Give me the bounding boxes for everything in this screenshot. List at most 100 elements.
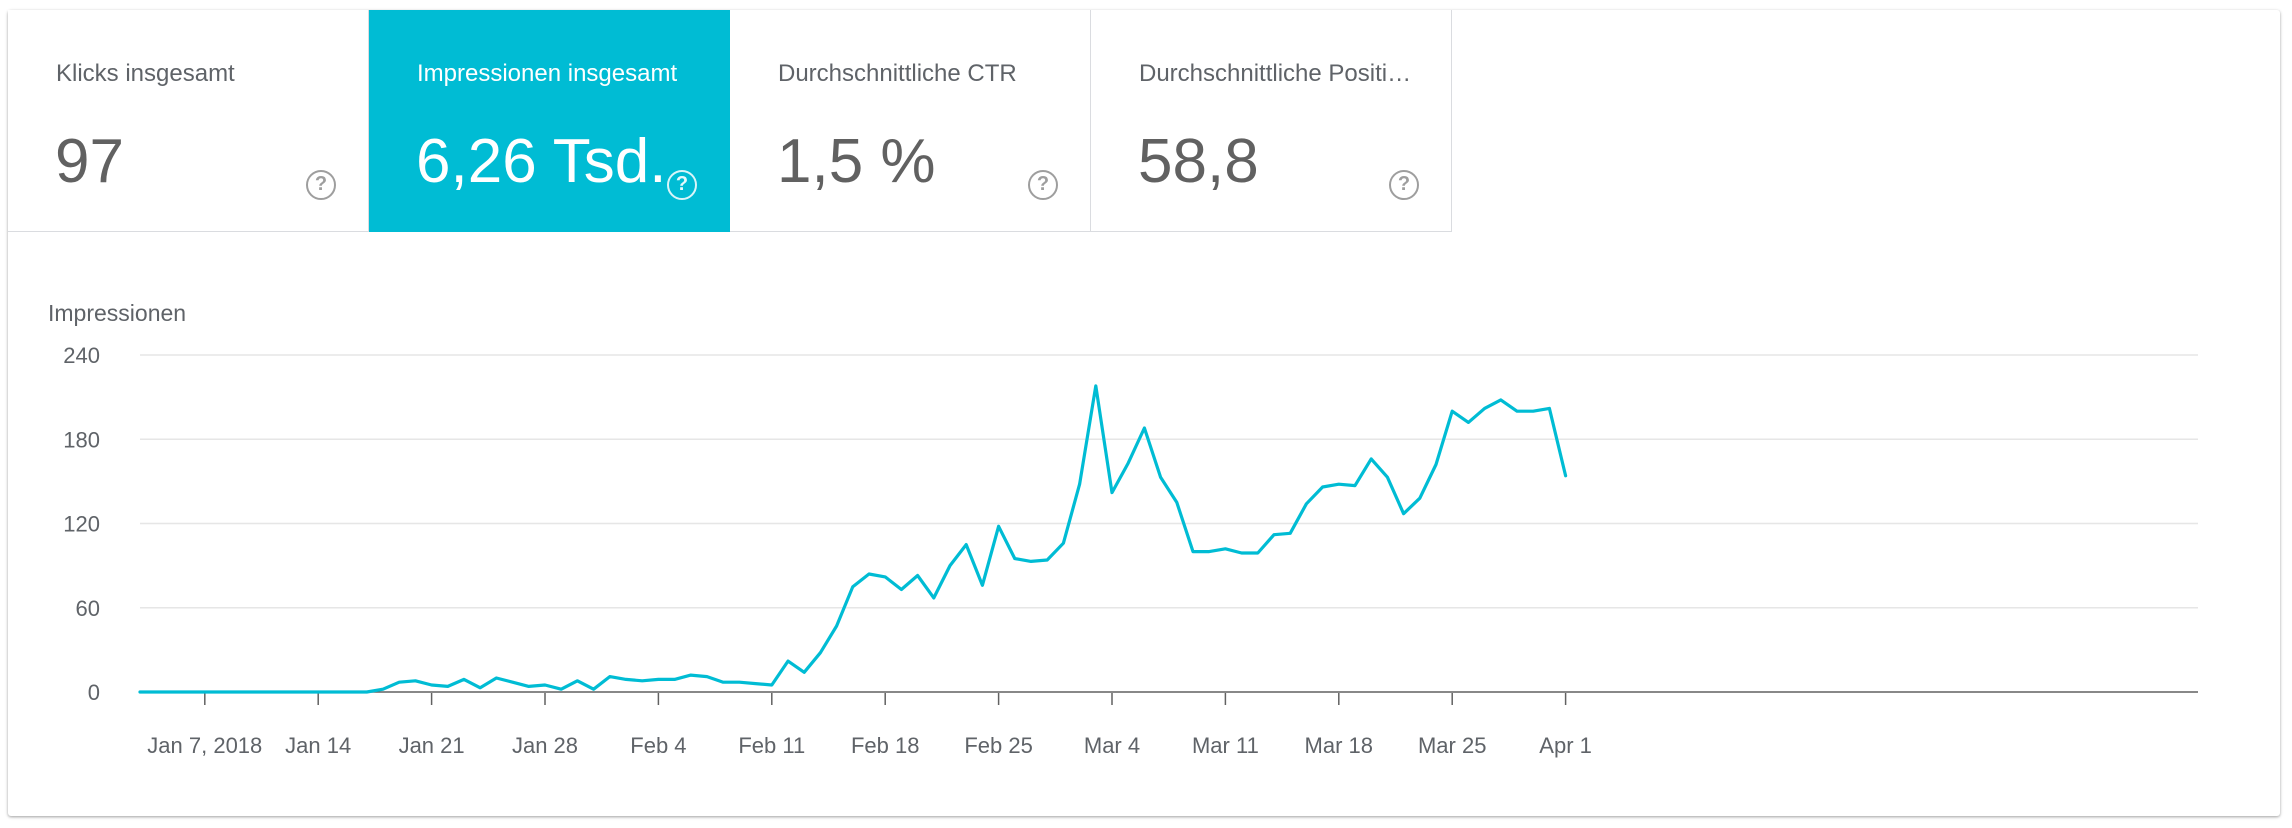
data-point[interactable] [1252,547,1264,559]
data-point[interactable] [1365,453,1377,465]
data-point[interactable] [539,679,551,691]
data-point[interactable] [1430,459,1442,471]
data-point[interactable] [1025,555,1037,567]
data-point[interactable] [1122,457,1134,469]
data-point[interactable] [166,686,178,698]
data-point[interactable] [960,539,972,551]
data-point[interactable] [474,682,486,694]
data-point[interactable] [1171,496,1183,508]
data-point[interactable] [571,675,583,687]
data-point[interactable] [409,675,421,687]
data-point[interactable] [1057,537,1069,549]
help-icon[interactable]: ? [306,170,336,200]
data-point[interactable] [1479,402,1491,414]
data-point[interactable] [1317,481,1329,493]
data-point[interactable] [1495,394,1507,406]
data-point[interactable] [879,571,891,583]
data-point[interactable] [1090,380,1102,392]
data-point[interactable] [1527,405,1539,417]
data-point[interactable] [636,675,648,687]
data-point[interactable] [944,560,956,572]
data-point[interactable] [750,678,762,690]
data-point[interactable] [507,676,519,688]
data-point[interactable] [1398,508,1410,520]
data-point[interactable] [1446,405,1458,417]
data-point[interactable] [1187,546,1199,558]
data-point[interactable] [863,568,875,580]
data-point[interactable] [523,680,535,692]
data-point[interactable] [280,686,292,698]
data-point[interactable] [555,683,567,695]
data-point[interactable] [847,581,859,593]
data-point[interactable] [766,679,778,691]
data-point[interactable] [685,669,697,681]
data-point[interactable] [312,686,324,698]
data-point[interactable] [231,686,243,698]
data-point[interactable] [442,680,454,692]
data-point[interactable] [1511,405,1523,417]
data-point[interactable] [1381,471,1393,483]
data-point[interactable] [814,647,826,659]
data-point[interactable] [993,520,1005,532]
metric-tile-impressions[interactable]: Impressionen insgesamt 6,26 Tsd. ? [369,10,730,232]
data-point[interactable] [134,686,146,698]
data-point[interactable] [620,673,632,685]
data-point[interactable] [976,579,988,591]
data-point[interactable] [1155,471,1167,483]
data-point[interactable] [345,686,357,698]
data-point[interactable] [831,620,843,632]
data-point[interactable] [1333,478,1345,490]
data-point[interactable] [1074,478,1086,490]
data-point[interactable] [782,655,794,667]
data-point[interactable] [199,686,211,698]
data-point[interactable] [1106,487,1118,499]
data-point[interactable] [426,679,438,691]
metric-tile-clicks[interactable]: Klicks insgesamt 97 ? [8,10,369,232]
data-point[interactable] [912,570,924,582]
data-point[interactable] [458,673,470,685]
data-point[interactable] [490,672,502,684]
data-point[interactable] [701,671,713,683]
x-tick-label: Feb 25 [964,733,1033,758]
data-point[interactable] [296,686,308,698]
data-point[interactable] [215,686,227,698]
data-point[interactable] [1009,553,1021,565]
data-point[interactable] [1268,529,1280,541]
data-point[interactable] [1560,470,1572,482]
data-point[interactable] [928,592,940,604]
data-point[interactable] [1462,416,1474,428]
data-point[interactable] [1300,498,1312,510]
data-point[interactable] [669,673,681,685]
x-tick-label: Jan 7, 2018 [147,733,262,758]
data-point[interactable] [1284,527,1296,539]
data-point[interactable] [1349,480,1361,492]
data-point[interactable] [393,676,405,688]
help-icon[interactable]: ? [1028,170,1058,200]
data-point[interactable] [1236,547,1248,559]
data-point[interactable] [1219,543,1231,555]
data-point[interactable] [1414,492,1426,504]
data-point[interactable] [1543,402,1555,414]
data-point[interactable] [328,686,340,698]
data-point[interactable] [377,683,389,695]
data-point[interactable] [150,686,162,698]
data-point[interactable] [717,676,729,688]
help-icon[interactable]: ? [667,170,697,200]
data-point[interactable] [247,686,259,698]
data-point[interactable] [264,686,276,698]
data-point[interactable] [1138,422,1150,434]
data-point[interactable] [652,673,664,685]
help-icon[interactable]: ? [1389,170,1419,200]
data-point[interactable] [361,686,373,698]
data-point[interactable] [895,584,907,596]
data-point[interactable] [1041,554,1053,566]
data-point[interactable] [1203,546,1215,558]
data-point[interactable] [183,686,195,698]
data-point[interactable] [733,676,745,688]
metric-tile-ctr[interactable]: Durchschnittliche CTR 1,5 % ? [730,10,1091,232]
data-point[interactable] [588,683,600,695]
metric-tile-position[interactable]: Durchschnittliche Positi… 58,8 ? [1091,10,1452,232]
data-point[interactable] [604,671,616,683]
series-line-impressions[interactable] [138,384,1568,694]
data-point[interactable] [798,666,810,678]
